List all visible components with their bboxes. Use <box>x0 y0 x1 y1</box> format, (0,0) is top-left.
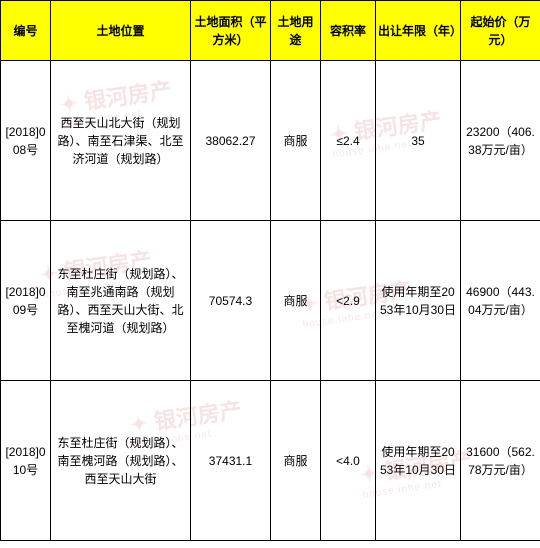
cell-price: 31600（562.78万元/亩） <box>461 381 540 541</box>
cell-term: 使用年期至2053年10月30日 <box>376 381 461 541</box>
cell-far: <2.9 <box>321 221 376 381</box>
land-table: 编号 土地位置 土地面积（平方米） 土地用途 容积率 出让年限（年） 起始价（万… <box>0 0 540 541</box>
table-row: [2018]008号西至天山北大街（规划路）、南至石津渠、北至济河道（规划路）3… <box>1 61 540 221</box>
cell-loc: 西至天山北大街（规划路）、南至石津渠、北至济河道（规划路） <box>51 61 191 221</box>
cell-term: 使用年期至2053年10月30日 <box>376 221 461 381</box>
cell-term: 35 <box>376 61 461 221</box>
cell-area: 38062.27 <box>191 61 271 221</box>
table-body: [2018]008号西至天山北大街（规划路）、南至石津渠、北至济河道（规划路）3… <box>1 61 540 541</box>
cell-price: 23200（406.38万元/亩） <box>461 61 540 221</box>
col-header-price: 起始价（万元） <box>461 1 540 61</box>
header-row: 编号 土地位置 土地面积（平方米） 土地用途 容积率 出让年限（年） 起始价（万… <box>1 1 540 61</box>
cell-area: 37431.1 <box>191 381 271 541</box>
col-header-loc: 土地位置 <box>51 1 191 61</box>
cell-far: ≤2.4 <box>321 61 376 221</box>
cell-use: 商服 <box>271 381 321 541</box>
cell-id: [2018]009号 <box>1 221 51 381</box>
cell-use: 商服 <box>271 61 321 221</box>
cell-loc: 东至杜庄街（规划路）、南至兆通南路（规划路）、西至天山大街、北至槐河道（规划路） <box>51 221 191 381</box>
col-header-term: 出让年限（年） <box>376 1 461 61</box>
col-header-id: 编号 <box>1 1 51 61</box>
col-header-far: 容积率 <box>321 1 376 61</box>
col-header-area: 土地面积（平方米） <box>191 1 271 61</box>
table-row: [2018]009号东至杜庄街（规划路）、南至兆通南路（规划路）、西至天山大街、… <box>1 221 540 381</box>
cell-area: 70574.3 <box>191 221 271 381</box>
table-row: [2018]010号东至杜庄街（规划路）、南至槐河路（规划路）、西至天山大街37… <box>1 381 540 541</box>
cell-far: <4.0 <box>321 381 376 541</box>
cell-use: 商服 <box>271 221 321 381</box>
col-header-use: 土地用途 <box>271 1 321 61</box>
cell-id: [2018]008号 <box>1 61 51 221</box>
cell-loc: 东至杜庄街（规划路）、南至槐河路（规划路）、西至天山大街 <box>51 381 191 541</box>
cell-price: 46900（443.04万元/亩） <box>461 221 540 381</box>
cell-id: [2018]010号 <box>1 381 51 541</box>
